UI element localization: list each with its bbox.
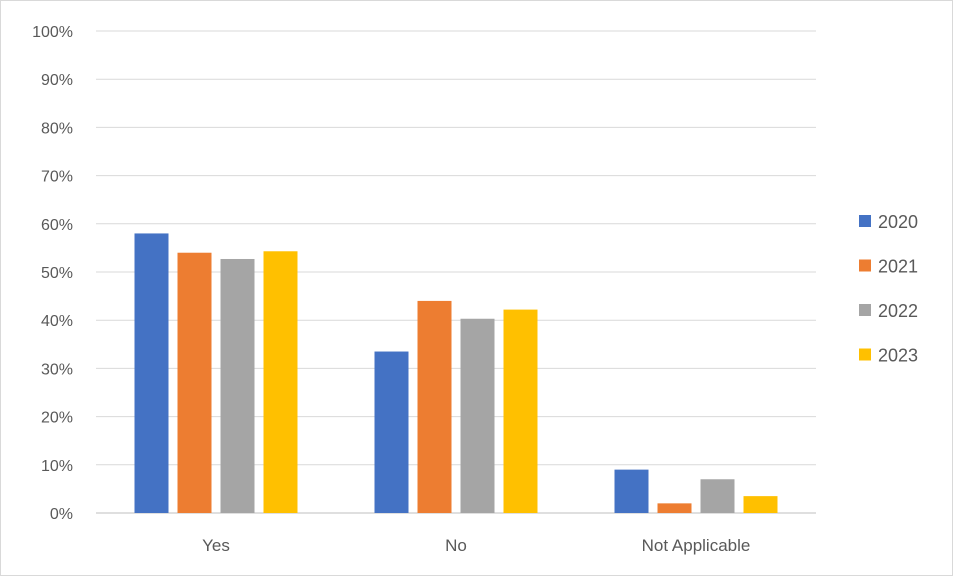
legend-swatch-2020 [859, 215, 871, 227]
y-tick-label: 0% [50, 506, 73, 523]
bar-no-2021 [417, 300, 452, 513]
bar-yes-2021 [177, 252, 212, 513]
bars [134, 233, 778, 514]
legend-label-2020: 2020 [878, 212, 918, 232]
legend-label-2021: 2021 [878, 257, 918, 277]
bar-no-2023 [503, 309, 538, 513]
bar-no-2020 [374, 351, 409, 513]
legend-label-2022: 2022 [878, 301, 918, 321]
bar-no-2022 [460, 318, 495, 513]
y-tick-label: 40% [41, 313, 73, 330]
y-tick-label: 60% [41, 217, 73, 234]
legend: 2020 2021 2022 2023 [859, 212, 918, 366]
legend-swatch-2022 [859, 304, 871, 316]
y-tick-label: 70% [41, 169, 73, 186]
y-tick-label: 80% [41, 120, 73, 137]
x-category-label: No [445, 536, 467, 555]
y-tick-label: 50% [41, 265, 73, 282]
bar-yes-2020 [134, 233, 169, 513]
y-axis-tick-labels: 0% 10% 20% 30% 40% 50% 60% 70% 80% 90% 100% [32, 24, 73, 523]
bar-not-applicable-2021 [657, 503, 692, 513]
y-tick-label: 10% [41, 458, 73, 475]
bar-yes-2023 [263, 251, 298, 514]
legend-swatch-2021 [859, 259, 871, 272]
legend-swatch-2023 [859, 348, 871, 361]
legend-label-2023: 2023 [878, 346, 918, 366]
x-axis-category-labels: Yes No Not Applicable [202, 536, 750, 555]
bar-not-applicable-2023 [743, 496, 778, 513]
gridlines [96, 30, 816, 514]
x-category-label: Not Applicable [642, 536, 751, 555]
bar-not-applicable-2020 [614, 469, 649, 513]
y-tick-label: 100% [32, 24, 73, 41]
y-tick-label: 30% [41, 361, 73, 378]
x-category-label: Yes [202, 536, 230, 555]
bar-not-applicable-2022 [700, 479, 735, 513]
bar-yes-2022 [220, 258, 255, 513]
y-tick-label: 20% [41, 410, 73, 427]
y-tick-label: 90% [41, 72, 73, 89]
